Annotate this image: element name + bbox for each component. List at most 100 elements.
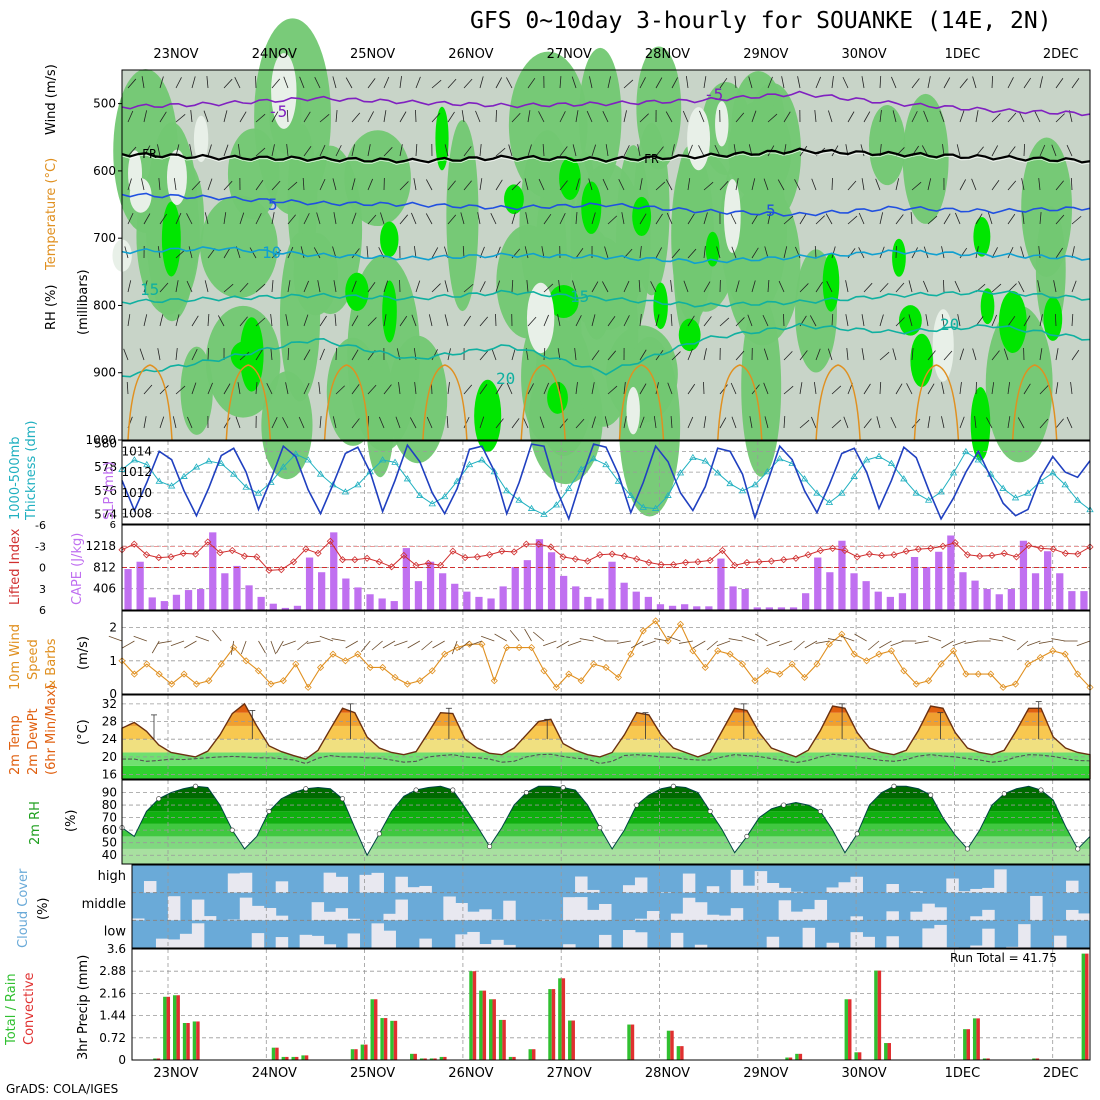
ylabel-wind10m-3: & Barbs <box>44 638 59 690</box>
wind-barb <box>1007 315 1016 327</box>
lifted-point <box>620 552 628 560</box>
wind-barb <box>127 146 137 157</box>
wind-barb <box>287 280 291 293</box>
cloud-cell <box>371 872 384 893</box>
wind-barb <box>271 280 274 293</box>
wind-barb <box>511 418 520 429</box>
wind-barb-10m <box>716 640 731 647</box>
cloud-cell <box>599 903 612 921</box>
wind-barb <box>335 347 337 361</box>
wind-barb <box>431 79 442 89</box>
lifted-point <box>951 539 959 547</box>
cloud-cell <box>970 916 983 921</box>
lifted-point <box>155 554 163 562</box>
wind-barb <box>941 314 945 327</box>
thickness-point <box>800 475 809 482</box>
wind-barb <box>826 281 833 293</box>
cloud-cell <box>694 902 708 921</box>
wind-barb <box>602 178 609 191</box>
wind-barb <box>351 112 361 123</box>
wind-barb <box>655 181 666 191</box>
thickness-point <box>378 456 387 463</box>
cloud-cell <box>239 872 253 893</box>
precip-conv-bar <box>285 1056 289 1060</box>
wind-barb <box>255 113 266 123</box>
wind-barb <box>623 382 626 395</box>
wind-barb <box>525 212 529 225</box>
rh-blob <box>279 232 321 402</box>
wind-barb <box>1055 382 1059 395</box>
wind-barb <box>927 215 938 225</box>
wind-barb <box>575 315 582 327</box>
wind-barb <box>670 314 673 327</box>
wind-barb <box>813 382 817 395</box>
cape-bar <box>487 598 495 610</box>
wind-barb <box>431 283 441 293</box>
wind-barb <box>1022 212 1025 225</box>
wind-barb <box>586 110 593 123</box>
cape-bar <box>935 551 943 610</box>
isotherm-warm <box>913 364 960 441</box>
isotherm-warm <box>815 364 861 441</box>
thickness-point <box>937 488 945 495</box>
rh-bright-blob <box>998 290 1027 353</box>
temp-tick-label: 28 <box>102 715 117 729</box>
thickness-point <box>329 481 337 488</box>
wind-barb <box>143 110 148 123</box>
thickness-point <box>912 489 920 496</box>
cloud-cell <box>347 933 361 948</box>
wind-barb <box>495 383 503 395</box>
wind-barb-10m <box>331 638 346 642</box>
date-label-top: 23NOV <box>153 47 199 62</box>
wind-barb <box>927 178 932 191</box>
wind-barb <box>687 383 696 395</box>
rh-dry-blob <box>715 101 729 147</box>
wind-barb <box>815 281 823 293</box>
lifted-point <box>437 561 445 569</box>
wind-barb <box>863 282 873 293</box>
cloud-cell <box>838 882 851 893</box>
lifted-point <box>191 550 200 558</box>
cloud-cell <box>563 944 576 948</box>
wind-barb <box>602 110 609 123</box>
wind-barb <box>495 418 504 429</box>
wind-barb <box>191 315 199 327</box>
wind-barb <box>367 111 374 123</box>
rh-bright-blob <box>653 282 668 330</box>
ylabel-temp-units: (°C) <box>76 719 91 745</box>
cloud-cell <box>275 915 289 921</box>
cloud-cell <box>155 938 169 948</box>
cape-bar <box>1056 573 1064 610</box>
cloud-cell <box>251 933 265 948</box>
wind-barb <box>959 348 965 361</box>
cloud-cell <box>1030 895 1043 921</box>
cape-bar <box>947 535 955 610</box>
precip-conv-bar <box>413 1053 417 1060</box>
lifted-point <box>1025 541 1033 550</box>
precip-conv-bar <box>364 1044 368 1060</box>
lifted-point <box>204 538 212 546</box>
rh-tick-label: 40 <box>102 848 117 862</box>
wind-barb <box>927 383 935 395</box>
wind-barb <box>957 314 961 327</box>
wind-barb <box>637 144 641 157</box>
wind-barb <box>444 280 449 293</box>
cloud-cell <box>1006 946 1019 948</box>
wind-barb-10m <box>854 633 867 642</box>
cape-bar <box>523 560 531 610</box>
precip-total-bar <box>182 1023 187 1060</box>
wind-barb <box>239 212 245 225</box>
rh-bright-blob <box>973 216 991 257</box>
date-label-bottom: 25NOV <box>350 1066 396 1081</box>
wind-barb <box>332 76 337 89</box>
wind-barb <box>1054 313 1057 327</box>
wind-barb <box>621 212 625 225</box>
wind-barb <box>623 145 630 157</box>
wind-barb <box>671 144 675 157</box>
rh-tick-label: 60 <box>102 823 117 837</box>
wind-barb <box>783 215 794 225</box>
contour-label: 15 <box>140 280 159 299</box>
cape-bar <box>172 594 181 610</box>
cloud-cell <box>922 903 935 921</box>
wind-barb <box>345 77 353 89</box>
